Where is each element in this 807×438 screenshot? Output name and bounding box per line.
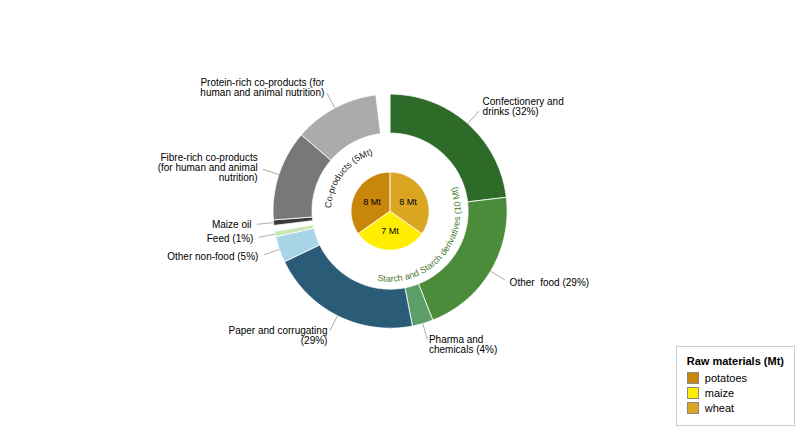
- svg-text:Other food (29%): Other food (29%): [510, 277, 589, 288]
- svg-text:Pharma andchemicals (4%): Pharma andchemicals (4%): [429, 334, 497, 355]
- svg-text:7 Mt: 7 Mt: [381, 226, 399, 236]
- svg-text:Starch and Starch derivatives: Starch and Starch derivatives (10 Mt): [377, 186, 463, 284]
- svg-text:Paper and corrugating(29%): Paper and corrugating(29%): [228, 325, 327, 346]
- svg-text:Co-products (5Mt): Co-products (5Mt): [323, 147, 374, 209]
- html-text:potatoes: potatoes: [704, 372, 747, 384]
- html-text:wheat: wheat: [704, 402, 735, 414]
- svg-text:Fibre-rich co-products(for hum: Fibre-rich co-products(for human and ani…: [158, 152, 258, 183]
- svg-text:Feed (1%): Feed (1%): [207, 233, 254, 244]
- svg-text:Confectionery anddrinks (32%): Confectionery anddrinks (32%): [483, 96, 564, 117]
- html-text:maize: maize: [704, 387, 735, 399]
- svg-text:Maize oil: Maize oil: [212, 219, 251, 230]
- svg-text:8 Mt: 8 Mt: [363, 197, 381, 207]
- svg-text:Protein-rich co-products (forh: Protein-rich co-products (forhuman and a…: [200, 77, 325, 98]
- html-text:Raw materials (Mt): Raw materials (Mt): [686, 355, 784, 367]
- svg-text:8 Mt: 8 Mt: [399, 197, 417, 207]
- svg-text:Other non-food (5%): Other non-food (5%): [167, 251, 258, 262]
